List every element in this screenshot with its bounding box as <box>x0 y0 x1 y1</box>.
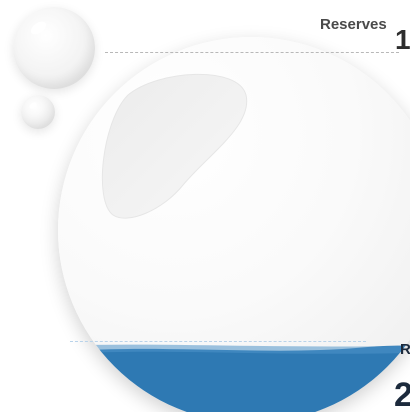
gauge-gloss-icon <box>101 73 248 219</box>
water-surface <box>58 344 410 354</box>
water-fill <box>58 345 410 412</box>
gauge-circle <box>58 37 410 412</box>
gauge-water <box>58 344 410 412</box>
level-label: R <box>400 341 410 358</box>
level-value: 2 <box>394 376 410 412</box>
bubble-highlight <box>28 19 49 37</box>
reserves-label: Reserves <box>320 16 387 33</box>
water-level-line <box>70 341 366 342</box>
bubble-large-icon <box>13 7 95 89</box>
bubble-highlight <box>28 101 38 110</box>
bubble-small-icon <box>21 95 55 129</box>
reserves-reference-line <box>105 52 399 53</box>
reserves-value: 1 <box>395 24 410 55</box>
